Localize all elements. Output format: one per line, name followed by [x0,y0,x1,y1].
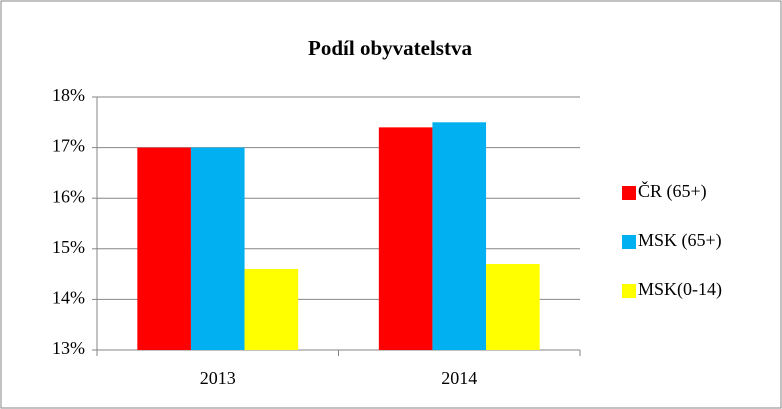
legend-label: MSK (65+) [638,230,722,251]
bar [378,127,433,350]
legend-label: ČR (65+) [638,180,707,202]
x-tick-label: 2013 [200,368,236,388]
y-tick-label: 16% [52,186,85,206]
bar [432,122,487,350]
x-tick-label: 2014 [441,368,477,388]
legend-label: MSK(0-14) [638,279,722,300]
legend-swatch [622,186,636,200]
bar [190,147,245,350]
y-tick-label: 17% [52,136,85,156]
legend-swatch [622,235,636,249]
chart-title: Podíl obyvatelstva [308,36,472,60]
y-tick-label: 15% [52,237,85,257]
y-tick-label: 13% [52,338,85,358]
bar [486,263,540,350]
y-tick-label: 18% [52,85,85,105]
bar [244,269,299,350]
y-tick-label: 14% [52,288,85,308]
legend-swatch [622,284,636,298]
bar [137,147,191,350]
